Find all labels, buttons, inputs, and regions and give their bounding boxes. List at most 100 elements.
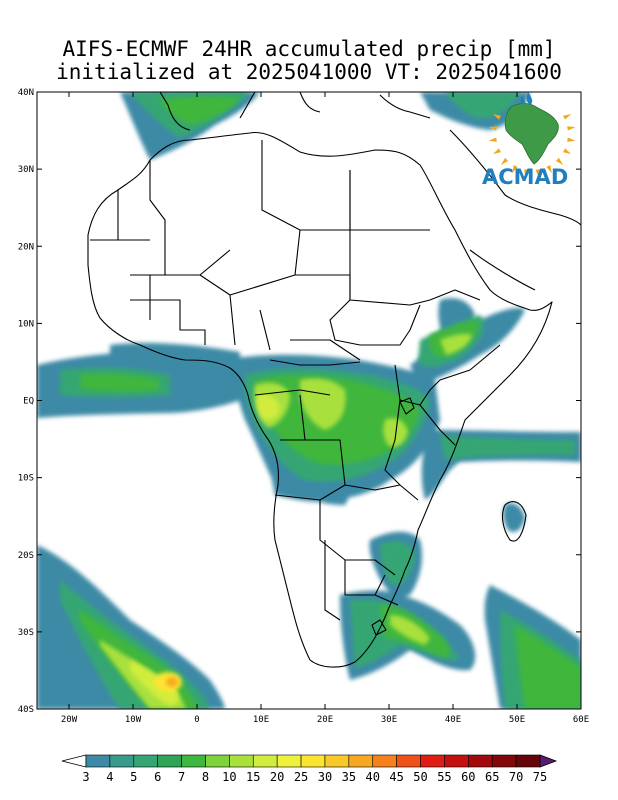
colorbar-swatch xyxy=(133,754,158,768)
colorbar-swatch xyxy=(109,754,135,768)
border-southern-africa xyxy=(274,484,401,621)
colorbar-label: 20 xyxy=(270,770,284,784)
map-title-line-2: initialized at 2025041000 VT: 2025041600 xyxy=(56,60,562,84)
logo-ray xyxy=(546,165,552,174)
colorbar-label: 35 xyxy=(342,770,356,784)
colorbar-label: 3 xyxy=(82,770,89,784)
colorbar-swatch xyxy=(348,754,374,768)
colorbar-low-triangle xyxy=(61,754,87,768)
colorbar-swatch xyxy=(372,754,397,768)
axis-ticks xyxy=(37,91,582,710)
colorbar-swatch xyxy=(181,754,206,768)
border-horn xyxy=(429,289,501,381)
longitude-labels: 20W 10W 0 10E 20E 30E 40E 50E 60E xyxy=(61,715,589,725)
lon-label: 20W xyxy=(61,715,78,725)
lat-label: 30N xyxy=(18,165,34,175)
logo-ray xyxy=(512,165,518,174)
madagascar-coastline xyxy=(501,501,527,542)
logo-ray xyxy=(563,114,572,120)
precip-colorbar xyxy=(61,754,558,768)
colorbar-label: 5 xyxy=(130,770,137,784)
colorbar-label: 75 xyxy=(533,770,547,784)
lat-label: 20S xyxy=(18,551,34,561)
logo-ray xyxy=(563,148,572,154)
lon-label: 10E xyxy=(253,715,269,725)
lat-label: 30S xyxy=(18,628,34,638)
colorbar-labels: 3 4 5 6 7 8 10 15 20 25 30 35 40 45 50 55 60 65 70 75 xyxy=(82,770,547,784)
colorbar-swatch xyxy=(396,754,421,768)
lat-label: 10S xyxy=(18,474,34,484)
colorbar-swatch xyxy=(252,754,278,768)
lon-label: 10W xyxy=(125,715,142,725)
logo-ray xyxy=(488,137,497,142)
logo-ray xyxy=(524,169,529,178)
coastlines-borders xyxy=(87,92,581,668)
lake-victoria xyxy=(399,397,415,415)
colorbar-label: 70 xyxy=(509,770,523,784)
colorbar-swatch xyxy=(157,754,182,768)
lon-label: 30E xyxy=(381,715,397,725)
africa-sun-logo-icon xyxy=(488,92,576,178)
lat-label: 40S xyxy=(18,705,34,715)
border-sudan xyxy=(329,230,421,346)
colorbar-swatch xyxy=(444,754,469,768)
latitude-labels: 40N 30N 20N 10N EQ 10S 20S 30S 40S xyxy=(18,88,34,715)
lesotho-border xyxy=(371,619,387,636)
logo-ray xyxy=(555,157,564,166)
border-mauritania xyxy=(90,190,150,241)
lat-label: EQ xyxy=(23,397,34,407)
map-title-line-1: AIFS-ECMWF 24HR accumulated precip [mm] xyxy=(62,37,556,61)
colorbar-label: 7 xyxy=(178,770,185,784)
colorbar-label: 60 xyxy=(461,770,475,784)
logo-ray xyxy=(488,126,497,131)
lon-label: 0 xyxy=(194,715,199,725)
colorbar-swatch xyxy=(468,754,493,768)
precip-area-madagascar xyxy=(503,503,525,532)
europe-coastline xyxy=(159,92,431,131)
colorbar-swatch xyxy=(515,754,541,768)
colorbar-label: 6 xyxy=(154,770,161,784)
lon-label: 60E xyxy=(573,715,589,725)
colorbar-high-triangle xyxy=(539,754,558,768)
lat-label: 10N xyxy=(18,319,34,329)
lon-label: 20E xyxy=(317,715,333,725)
lat-label: 20N xyxy=(18,242,34,252)
lon-label: 50E xyxy=(509,715,525,725)
lon-label: 40E xyxy=(445,715,461,725)
colorbar-label: 50 xyxy=(413,770,427,784)
logo-ray xyxy=(492,114,501,120)
border-algeria xyxy=(149,160,231,276)
acmad-logo: ACMAD xyxy=(482,92,576,189)
colorbar-label: 30 xyxy=(318,770,332,784)
colorbar-label: 40 xyxy=(366,770,380,784)
colorbar-label: 25 xyxy=(294,770,308,784)
logo-ray xyxy=(567,137,576,142)
colorbar-label: 8 xyxy=(202,770,209,784)
colorbar-label: 55 xyxy=(437,770,451,784)
colorbar-swatch xyxy=(324,754,350,768)
logo-ray xyxy=(535,169,540,178)
colorbar-swatch xyxy=(205,754,230,768)
colorbar-label: 4 xyxy=(106,770,113,784)
acmad-logo-text: ACMAD xyxy=(482,165,568,189)
colorbar-swatch xyxy=(420,754,445,768)
colorbar-label: 65 xyxy=(485,770,499,784)
colorbar-label: 10 xyxy=(222,770,236,784)
border-central-africa xyxy=(254,339,361,486)
colorbar-label: 45 xyxy=(389,770,403,784)
colorbar-swatch xyxy=(491,754,517,768)
logo-ray xyxy=(567,126,576,131)
logo-ray xyxy=(500,157,509,166)
precip-area-south-atlantic xyxy=(37,545,225,709)
border-sahel xyxy=(130,274,431,306)
colorbar-swatch xyxy=(229,754,254,768)
africa-coastline xyxy=(87,131,553,668)
colorbar-label: 15 xyxy=(246,770,260,784)
border-east-africa xyxy=(384,364,456,501)
colorbar-swatch xyxy=(300,754,326,768)
arabia-coastline xyxy=(449,129,581,291)
lat-label: 40N xyxy=(18,88,34,98)
colorbar-swatch xyxy=(85,754,111,768)
logo-ray xyxy=(492,148,501,154)
